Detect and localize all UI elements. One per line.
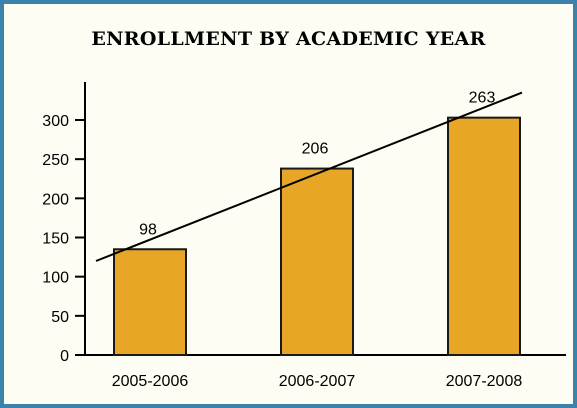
y-tick-label: 100 — [42, 270, 69, 287]
bar — [447, 116, 521, 357]
bar-data-label: 206 — [302, 141, 329, 158]
x-tick-label: 2007-2008 — [446, 373, 523, 390]
y-tick-label: 200 — [42, 191, 69, 208]
bar — [280, 167, 354, 356]
trendline — [95, 91, 523, 262]
bar-data-label: 263 — [469, 90, 496, 107]
y-tick-label: 250 — [42, 152, 69, 169]
y-tick-label: 50 — [51, 309, 69, 326]
x-tick-label: 2005-2006 — [112, 373, 189, 390]
bar-data-label: 98 — [139, 221, 157, 238]
y-tick-label: 300 — [42, 113, 69, 130]
y-tick-label: 150 — [42, 231, 69, 248]
chart-title: ENROLLMENT BY ACADEMIC YEAR — [91, 28, 486, 50]
y-tick-label: 0 — [60, 348, 69, 365]
bar — [113, 248, 187, 356]
x-tick-label: 2006-2007 — [279, 373, 356, 390]
